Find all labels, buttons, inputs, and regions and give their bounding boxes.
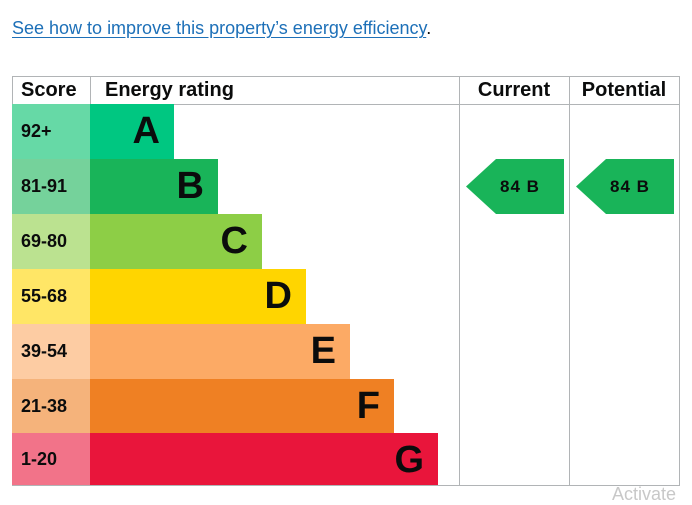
current-arrow-shape xyxy=(466,159,564,214)
band-score: 1-20 xyxy=(12,433,90,485)
band-score: 69-80 xyxy=(12,214,90,269)
current-header: Current xyxy=(477,79,551,101)
band-bar-g: G xyxy=(90,433,438,485)
activate-watermark: Activate xyxy=(612,484,677,504)
band-bar-e: E xyxy=(90,324,350,379)
chart-border-bottom xyxy=(12,485,680,486)
chart-border-right xyxy=(679,76,680,486)
potential-arrow-shape xyxy=(576,159,674,214)
band-score: 81-91 xyxy=(12,159,90,214)
chart-border-top xyxy=(12,76,680,77)
band-letter: D xyxy=(264,275,292,317)
band-bar-d: D xyxy=(90,269,306,324)
band-letter: A xyxy=(132,110,160,152)
improve-energy-efficiency-link[interactable]: See how to improve this property’s energ… xyxy=(12,18,427,38)
current-column-divider xyxy=(569,76,570,486)
score-header: Score xyxy=(21,79,77,101)
potential-rating-value: 84 B xyxy=(610,177,650,196)
potential-rating-arrow: 84 B xyxy=(576,159,674,214)
band-bar-f: F xyxy=(90,379,394,434)
band-score: 55-68 xyxy=(12,269,90,324)
band-score: 21-38 xyxy=(12,379,90,434)
current-rating-arrow: 84 B xyxy=(466,159,564,214)
energy-rating-header: Energy rating xyxy=(105,79,234,101)
band-letter: E xyxy=(310,330,336,372)
band-bar-a: A xyxy=(90,104,174,159)
link-trailing-period: . xyxy=(426,18,432,38)
band-letter: G xyxy=(394,439,424,481)
energy-rating-chart: Score Energy rating Current Potential 92… xyxy=(12,76,680,486)
improve-energy-line: See how to improve this property’s energ… xyxy=(12,18,431,39)
header-divider xyxy=(12,104,680,105)
band-letter: C xyxy=(220,220,248,262)
band-score: 92+ xyxy=(12,104,90,159)
current-rating-value: 84 B xyxy=(500,177,540,196)
band-bar-b: B xyxy=(90,159,218,214)
rating-column-divider xyxy=(459,76,460,486)
band-bar-c: C xyxy=(90,214,262,269)
band-letter: B xyxy=(176,165,204,207)
band-letter: F xyxy=(356,385,380,427)
band-score: 39-54 xyxy=(12,324,90,379)
potential-header: Potential xyxy=(581,79,667,101)
